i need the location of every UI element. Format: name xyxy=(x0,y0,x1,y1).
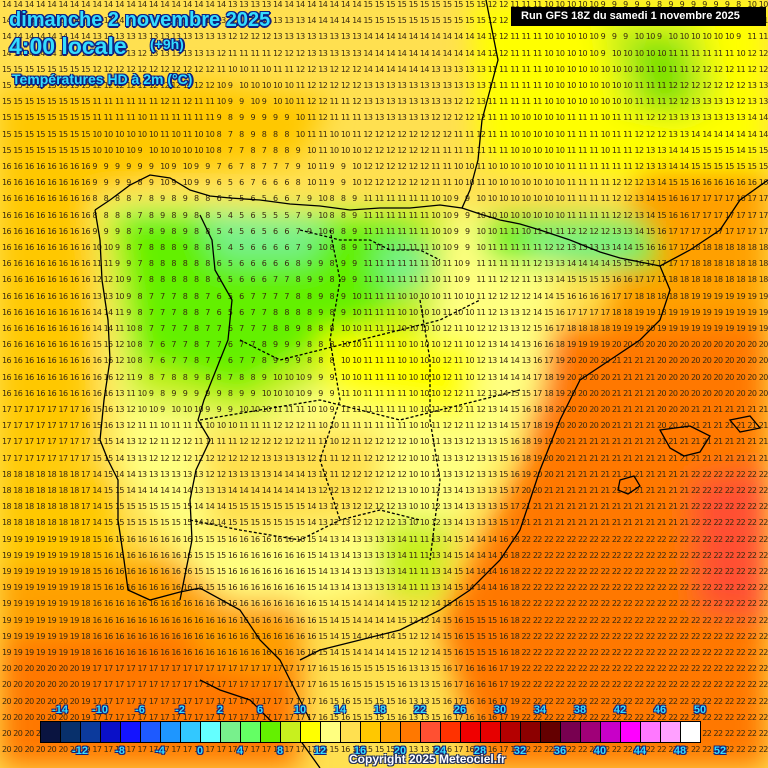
legend-swatch xyxy=(481,722,501,742)
legend-label-bottom: 24 xyxy=(434,745,446,757)
model-run-label: Run GFS 18Z du samedi 1 novembre 2025 xyxy=(511,7,766,26)
legend-swatch xyxy=(141,722,161,742)
legend-swatch xyxy=(361,722,381,742)
legend-label-top: 22 xyxy=(414,704,426,716)
legend-swatch xyxy=(641,722,661,742)
legend-swatch xyxy=(201,722,221,742)
legend-label-top: 34 xyxy=(534,704,546,716)
legend-swatch xyxy=(441,722,461,742)
legend-label-top: 30 xyxy=(494,704,506,716)
legend-swatch xyxy=(601,722,621,742)
legend-swatch xyxy=(281,722,301,742)
legend-label-bottom: 48 xyxy=(674,745,686,757)
color-scale-legend xyxy=(40,721,701,743)
legend-swatch xyxy=(261,722,281,742)
legend-label-top: -10 xyxy=(92,704,108,716)
legend-swatch xyxy=(681,722,700,742)
legend-swatch xyxy=(621,722,641,742)
legend-swatch xyxy=(81,722,101,742)
legend-label-top: 18 xyxy=(374,704,386,716)
legend-label-bottom: 16 xyxy=(354,745,366,757)
legend-swatch xyxy=(241,722,261,742)
legend-swatch xyxy=(581,722,601,742)
legend-label-bottom: 28 xyxy=(474,745,486,757)
legend-label-top: 50 xyxy=(694,704,706,716)
legend-label-bottom: 36 xyxy=(554,745,566,757)
legend-label-bottom: -8 xyxy=(115,745,125,757)
legend-swatch xyxy=(221,722,241,742)
legend-label-bottom: 8 xyxy=(277,745,283,757)
legend-label-top: 10 xyxy=(294,704,306,716)
legend-swatch xyxy=(341,722,361,742)
legend-swatch xyxy=(421,722,441,742)
forecast-offset: (+9h) xyxy=(150,36,184,52)
legend-label-top: 14 xyxy=(334,704,346,716)
legend-label-top: -2 xyxy=(175,704,185,716)
legend-swatch xyxy=(521,722,541,742)
legend-swatch xyxy=(61,722,81,742)
legend-swatch xyxy=(161,722,181,742)
legend-label-top: -14 xyxy=(52,704,68,716)
legend-label-top: -6 xyxy=(135,704,145,716)
copyright-notice: Copyright 2025 Meteociel.fr xyxy=(349,752,506,766)
legend-label-bottom: 20 xyxy=(394,745,406,757)
legend-label-bottom: 4 xyxy=(237,745,243,757)
legend-swatch xyxy=(181,722,201,742)
legend-swatch xyxy=(101,722,121,742)
legend-label-bottom: 12 xyxy=(314,745,326,757)
legend-swatch xyxy=(381,722,401,742)
parameter-title: Températures HD à 2m (°C) xyxy=(12,71,192,87)
legend-swatch xyxy=(301,722,321,742)
legend-swatch xyxy=(121,722,141,742)
forecast-date: dimanche 2 novembre 2025 xyxy=(9,9,270,32)
legend-swatch xyxy=(661,722,681,742)
legend-label-top: 2 xyxy=(217,704,223,716)
legend-label-top: 38 xyxy=(574,704,586,716)
legend-swatch xyxy=(321,722,341,742)
legend-label-bottom: 44 xyxy=(634,745,646,757)
legend-label-bottom: -4 xyxy=(155,745,165,757)
legend-swatch xyxy=(501,722,521,742)
legend-label-top: 46 xyxy=(654,704,666,716)
legend-label-bottom: 32 xyxy=(514,745,526,757)
legend-swatch xyxy=(401,722,421,742)
legend-label-bottom: 0 xyxy=(197,745,203,757)
legend-swatch xyxy=(541,722,561,742)
legend-label-top: 42 xyxy=(614,704,626,716)
legend-label-top: 6 xyxy=(257,704,263,716)
legend-label-bottom: 52 xyxy=(714,745,726,757)
legend-swatch xyxy=(461,722,481,742)
forecast-time: 4:00 locale xyxy=(9,33,127,60)
legend-swatch xyxy=(561,722,581,742)
legend-swatch xyxy=(41,722,61,742)
legend-label-bottom: 40 xyxy=(594,745,606,757)
legend-label-bottom: -12 xyxy=(72,745,88,757)
legend-label-top: 26 xyxy=(454,704,466,716)
